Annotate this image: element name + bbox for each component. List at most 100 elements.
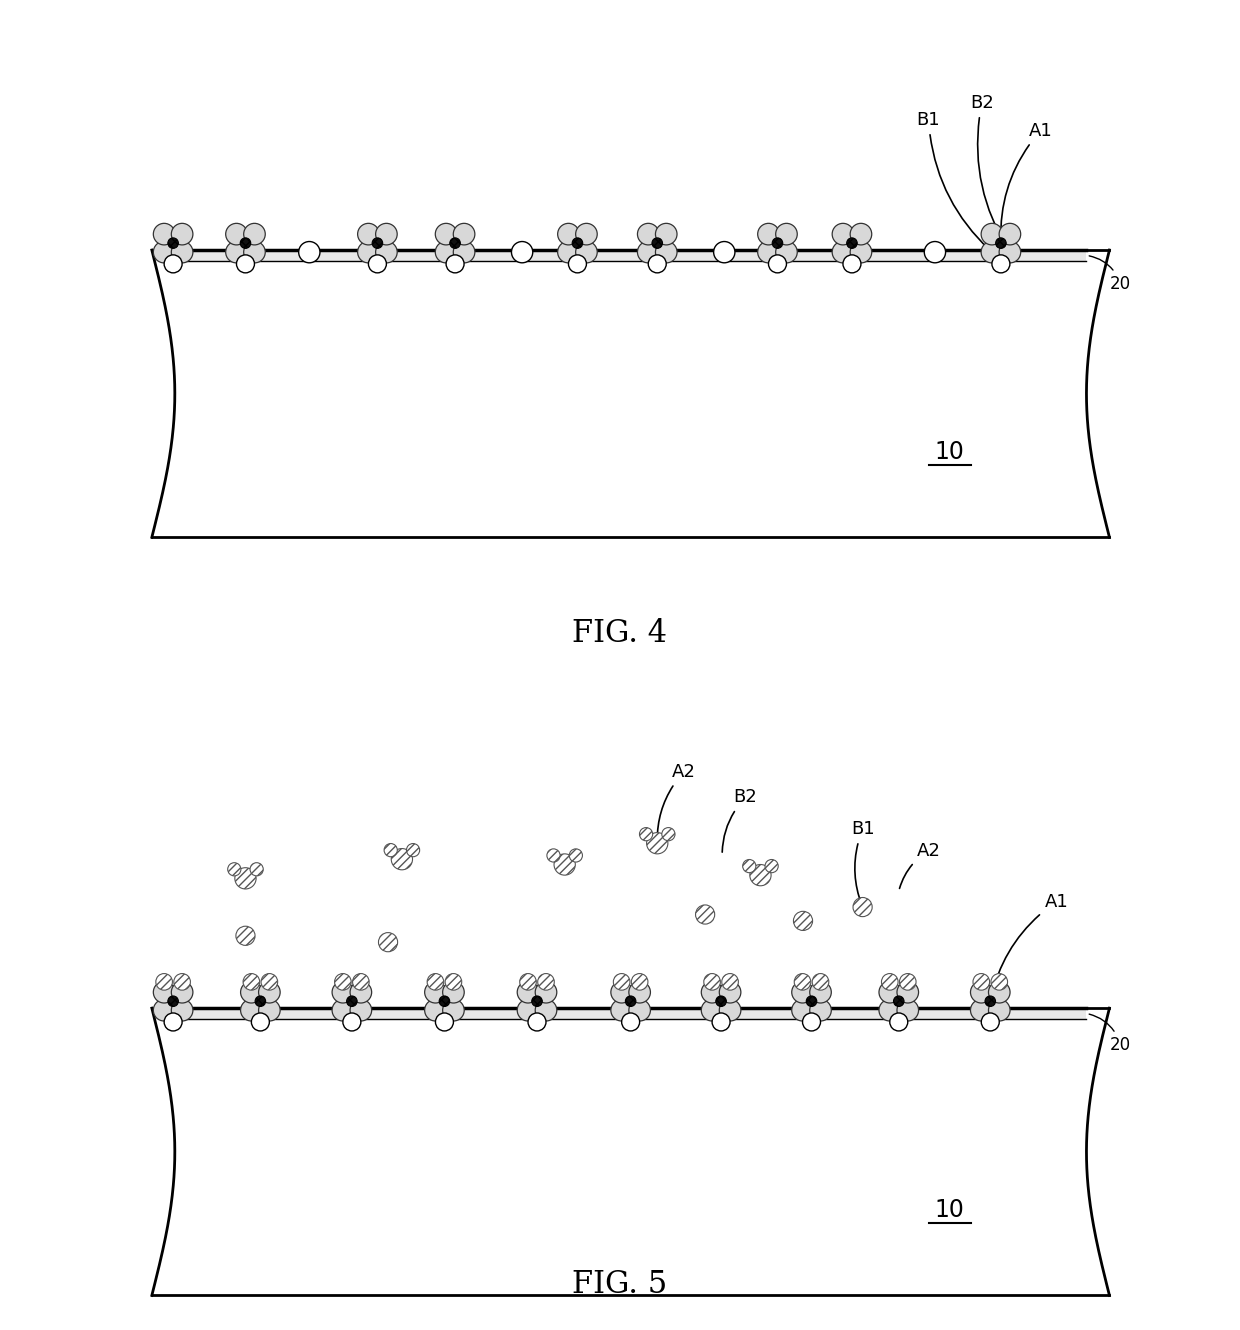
- Text: A2: A2: [657, 763, 696, 841]
- Circle shape: [637, 241, 658, 263]
- Circle shape: [407, 843, 419, 857]
- Circle shape: [715, 996, 727, 1007]
- Circle shape: [722, 974, 738, 990]
- Circle shape: [702, 982, 723, 1003]
- Circle shape: [164, 255, 182, 273]
- Circle shape: [536, 982, 557, 1003]
- Circle shape: [252, 1013, 269, 1031]
- Circle shape: [357, 223, 379, 245]
- Circle shape: [241, 982, 262, 1003]
- Circle shape: [879, 999, 900, 1021]
- Circle shape: [712, 1013, 730, 1031]
- Circle shape: [795, 974, 811, 990]
- Polygon shape: [151, 250, 1110, 537]
- Circle shape: [511, 242, 533, 263]
- Circle shape: [538, 974, 554, 990]
- Circle shape: [532, 996, 542, 1007]
- Circle shape: [894, 996, 904, 1007]
- Circle shape: [656, 241, 677, 263]
- Circle shape: [171, 223, 193, 245]
- Circle shape: [156, 974, 172, 990]
- Circle shape: [996, 238, 1006, 249]
- Circle shape: [791, 999, 813, 1021]
- Circle shape: [769, 255, 786, 273]
- Circle shape: [743, 859, 756, 872]
- Circle shape: [879, 982, 900, 1003]
- Circle shape: [765, 859, 779, 872]
- Text: 10: 10: [935, 1198, 965, 1222]
- Circle shape: [335, 974, 351, 990]
- Text: A1: A1: [991, 892, 1068, 999]
- Text: A2: A2: [899, 842, 940, 888]
- Circle shape: [517, 982, 539, 1003]
- Circle shape: [569, 849, 583, 862]
- Circle shape: [662, 827, 675, 841]
- Circle shape: [547, 849, 560, 862]
- Circle shape: [435, 241, 456, 263]
- Circle shape: [259, 999, 280, 1021]
- Circle shape: [237, 255, 254, 273]
- Circle shape: [439, 996, 450, 1007]
- Circle shape: [791, 982, 813, 1003]
- Circle shape: [243, 974, 259, 990]
- Circle shape: [236, 926, 255, 946]
- Circle shape: [376, 223, 397, 245]
- Circle shape: [558, 241, 579, 263]
- Text: B2: B2: [722, 789, 758, 853]
- Circle shape: [250, 863, 263, 876]
- Circle shape: [999, 223, 1021, 245]
- Circle shape: [234, 867, 257, 888]
- Circle shape: [851, 241, 872, 263]
- Circle shape: [392, 849, 413, 870]
- Circle shape: [625, 996, 636, 1007]
- Circle shape: [350, 982, 372, 1003]
- Circle shape: [332, 999, 353, 1021]
- Circle shape: [427, 974, 444, 990]
- Text: A1: A1: [1001, 122, 1053, 241]
- Circle shape: [228, 863, 241, 876]
- Circle shape: [971, 999, 992, 1021]
- Circle shape: [244, 223, 265, 245]
- Circle shape: [750, 864, 771, 886]
- Circle shape: [454, 223, 475, 245]
- Circle shape: [226, 241, 247, 263]
- Circle shape: [843, 255, 861, 273]
- Circle shape: [154, 241, 175, 263]
- Circle shape: [629, 999, 651, 1021]
- Circle shape: [241, 999, 262, 1021]
- Circle shape: [899, 974, 916, 990]
- Circle shape: [454, 241, 475, 263]
- Circle shape: [988, 982, 1011, 1003]
- Circle shape: [424, 982, 446, 1003]
- Circle shape: [611, 999, 632, 1021]
- Circle shape: [832, 241, 854, 263]
- Circle shape: [992, 255, 1009, 273]
- Circle shape: [629, 982, 651, 1003]
- Circle shape: [575, 241, 598, 263]
- Circle shape: [999, 241, 1021, 263]
- Circle shape: [443, 999, 464, 1021]
- Circle shape: [646, 833, 668, 854]
- Circle shape: [611, 982, 632, 1003]
- Circle shape: [259, 982, 280, 1003]
- Circle shape: [649, 255, 666, 273]
- Circle shape: [810, 999, 831, 1021]
- Circle shape: [241, 238, 250, 249]
- Circle shape: [776, 223, 797, 245]
- Circle shape: [167, 996, 179, 1007]
- Circle shape: [446, 255, 464, 273]
- Circle shape: [971, 982, 992, 1003]
- Circle shape: [171, 241, 193, 263]
- Circle shape: [719, 982, 740, 1003]
- Text: FIG. 5: FIG. 5: [573, 1269, 667, 1301]
- Circle shape: [332, 982, 353, 1003]
- Circle shape: [719, 999, 740, 1021]
- Circle shape: [981, 223, 1003, 245]
- Circle shape: [347, 996, 357, 1007]
- Circle shape: [640, 827, 652, 841]
- Circle shape: [435, 1013, 454, 1031]
- Circle shape: [614, 974, 630, 990]
- Circle shape: [384, 843, 397, 857]
- Circle shape: [572, 238, 583, 249]
- Circle shape: [164, 1013, 182, 1031]
